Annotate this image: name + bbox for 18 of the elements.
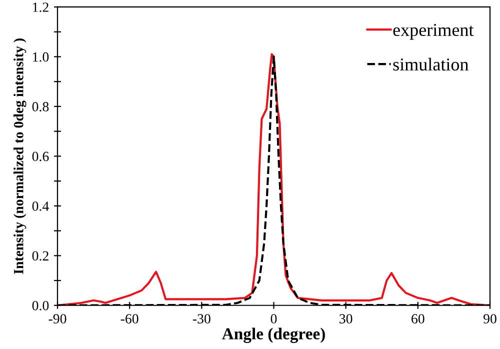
y-tick-label: 0.2 bbox=[32, 251, 48, 261]
x-tick-label: 30 bbox=[340, 314, 352, 324]
y-axis-title: Intensity (normalized to 0deg intensity ) bbox=[14, 38, 26, 274]
legend-label: simulation bbox=[393, 58, 468, 71]
y-tick-label: 0.4 bbox=[32, 201, 49, 211]
x-tick-label: -90 bbox=[48, 314, 66, 324]
y-tick-label: 0.6 bbox=[32, 152, 49, 162]
x-axis-title: Angle (degree) bbox=[222, 328, 325, 343]
y-tick-label: 0.0 bbox=[32, 300, 49, 310]
y-tick-label: 1.2 bbox=[33, 2, 48, 12]
x-tick-label: 60 bbox=[412, 314, 424, 324]
x-tick-label: -60 bbox=[120, 314, 138, 324]
x-tick-label: -30 bbox=[192, 314, 210, 324]
y-tick-label: 0.8 bbox=[32, 102, 49, 112]
legend-label: experiment bbox=[393, 24, 474, 40]
x-tick-label: 90 bbox=[484, 314, 496, 324]
y-tick-label: 1.0 bbox=[33, 52, 49, 62]
x-tick-label: 0 bbox=[270, 314, 277, 324]
